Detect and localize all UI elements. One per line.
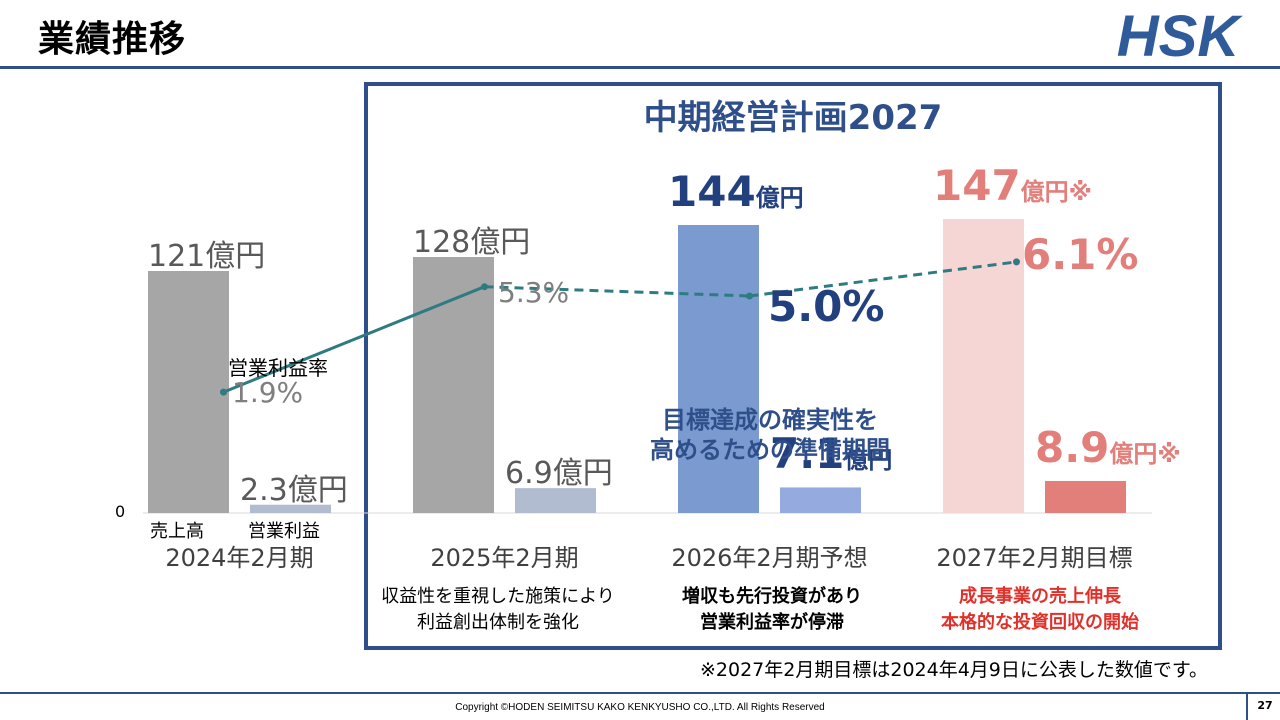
period-note: 成長事業の売上伸長 <box>959 586 1121 607</box>
page-title: 業績推移 <box>38 19 187 60</box>
category-label: 2025年2月期 <box>430 544 579 572</box>
category-label: 2024年2月期 <box>165 544 314 572</box>
sales-value-label: 128億円 <box>413 225 531 260</box>
margin-line-segment <box>222 285 486 394</box>
prep-period-annotation: 目標達成の確実性を <box>662 406 878 434</box>
category-label: 2026年2月期予想 <box>671 544 868 572</box>
operating-profit-bar <box>1045 480 1126 513</box>
operating-profit-value-label: 6.9億円 <box>505 456 613 492</box>
sales-bar <box>678 225 759 513</box>
operating-profit-bar <box>250 504 331 513</box>
sales-value-label: 121億円 <box>148 239 266 274</box>
period-note: 営業利益率が停滞 <box>700 612 844 633</box>
footnote: ※2027年2月期目標は2024年4月9日に公表した数値です。 <box>700 659 1208 681</box>
period-note: 増収も先行投資があり <box>682 586 862 607</box>
sales-bar <box>943 219 1024 513</box>
margin-value-label: 1.9% <box>232 376 304 409</box>
legend-profit-label: 営業利益 <box>248 521 320 542</box>
legend-sales-label: 売上高 <box>150 521 204 542</box>
sales-value-label: 144億円 <box>668 167 804 216</box>
company-logo: HSK <box>1117 8 1244 62</box>
page-number: 27 <box>1246 692 1280 720</box>
margin-value-label: 5.0% <box>768 282 885 331</box>
header-divider <box>0 66 1280 69</box>
margin-point <box>220 388 227 396</box>
sales-bar <box>413 257 494 513</box>
category-label: 2027年2月期目標 <box>936 544 1133 572</box>
mid-term-plan-frame <box>364 82 1222 650</box>
plan-title: 中期経営計画2027 <box>643 98 943 138</box>
period-note: 利益創出体制を強化 <box>417 612 579 633</box>
y-tick-label: 0 <box>115 502 126 521</box>
operating-profit-value-label: 8.9億円※ <box>1035 422 1181 472</box>
operating-profit-bar <box>780 487 861 513</box>
period-note: 収益性を重視した施策により <box>381 586 615 607</box>
operating-profit-value-label: 2.3億円 <box>240 472 348 508</box>
operating-profit-bar <box>515 488 596 513</box>
prep-period-annotation: 高めるための準備期間 <box>650 436 890 464</box>
footer-divider <box>0 692 1280 694</box>
margin-value-label: 6.1% <box>1022 230 1139 279</box>
margin-point <box>481 283 488 291</box>
margin-value-label: 5.3% <box>498 276 570 309</box>
sales-value-label: 147億円※ <box>933 161 1093 210</box>
operating-profit-value-label: 7.1億円 <box>770 429 893 479</box>
period-note: 本格的な投資回収の開始 <box>941 612 1139 633</box>
margin-point <box>1013 258 1020 266</box>
margin-point <box>746 292 753 300</box>
logo-text: HSK <box>1117 8 1244 62</box>
legend-margin-label: 営業利益率 <box>228 356 328 380</box>
sales-bar <box>148 271 229 513</box>
copyright: Copyright ©HODEN SEIMITSU KAKO KENKYUSHO… <box>455 702 825 713</box>
